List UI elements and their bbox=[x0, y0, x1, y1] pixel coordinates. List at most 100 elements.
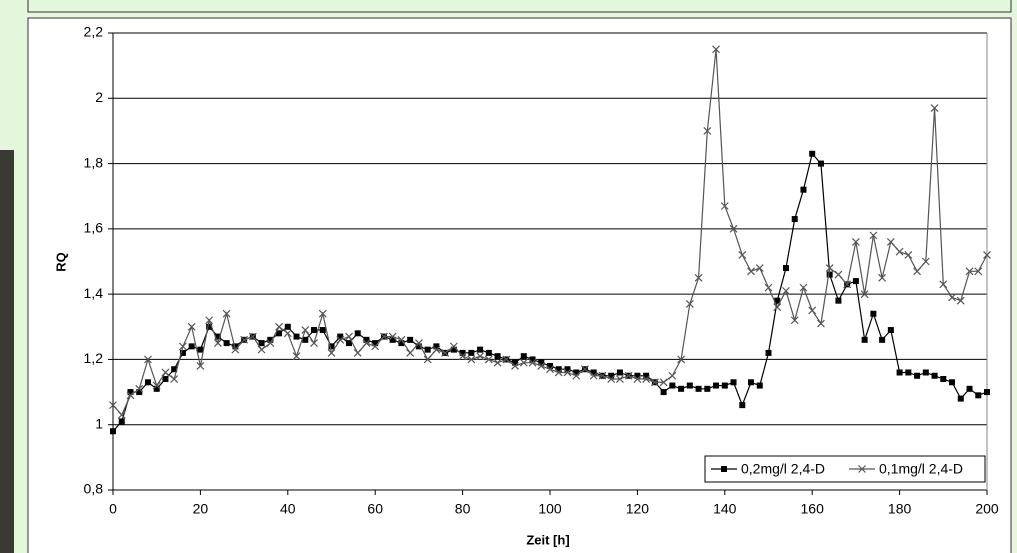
marker bbox=[345, 340, 352, 347]
marker bbox=[747, 267, 755, 276]
marker bbox=[825, 264, 834, 272]
marker bbox=[258, 340, 265, 347]
marker bbox=[555, 366, 562, 373]
x-tick-label: 160 bbox=[801, 501, 825, 517]
marker bbox=[284, 323, 291, 330]
marker bbox=[739, 402, 746, 409]
legend-label: 0,2mg/l 2,4-D bbox=[741, 461, 825, 477]
marker bbox=[564, 366, 571, 373]
marker bbox=[817, 319, 825, 328]
marker bbox=[748, 379, 755, 386]
marker bbox=[729, 224, 738, 233]
marker bbox=[870, 310, 877, 317]
marker bbox=[458, 352, 467, 361]
marker bbox=[643, 372, 650, 379]
marker bbox=[965, 267, 974, 276]
marker bbox=[162, 376, 169, 383]
marker bbox=[608, 372, 615, 379]
marker bbox=[477, 346, 484, 353]
title-frame bbox=[27, 0, 1012, 13]
marker bbox=[914, 372, 921, 379]
legend-label: 0,1mg/l 2,4-D bbox=[879, 461, 963, 477]
marker bbox=[607, 375, 616, 383]
marker bbox=[476, 352, 485, 361]
marker bbox=[275, 322, 283, 331]
marker bbox=[512, 359, 519, 366]
x-tick-label: 0 bbox=[109, 501, 117, 517]
marker bbox=[449, 342, 458, 351]
marker bbox=[764, 283, 773, 292]
marker bbox=[117, 410, 126, 419]
marker bbox=[694, 273, 703, 282]
y-tick-label: 0,8 bbox=[84, 481, 104, 497]
marker bbox=[337, 333, 344, 340]
marker bbox=[511, 362, 519, 370]
marker bbox=[616, 369, 623, 376]
marker bbox=[860, 290, 869, 299]
marker bbox=[790, 316, 799, 325]
marker bbox=[704, 385, 711, 392]
marker bbox=[441, 348, 450, 357]
marker bbox=[896, 369, 903, 376]
marker bbox=[852, 278, 859, 285]
marker bbox=[206, 323, 213, 330]
marker bbox=[809, 150, 816, 157]
marker bbox=[634, 372, 641, 379]
marker bbox=[538, 359, 545, 366]
marker bbox=[895, 247, 904, 256]
y-tick-label: 1,8 bbox=[84, 154, 104, 170]
y-tick-label: 2,2 bbox=[84, 24, 104, 40]
marker bbox=[153, 385, 160, 392]
marker bbox=[136, 389, 143, 396]
marker bbox=[257, 345, 266, 354]
marker bbox=[293, 333, 300, 340]
marker bbox=[659, 378, 668, 387]
marker bbox=[878, 273, 887, 282]
marker bbox=[467, 355, 476, 364]
marker bbox=[188, 343, 195, 350]
x-tick-label: 140 bbox=[713, 501, 737, 517]
marker bbox=[861, 336, 868, 343]
marker bbox=[144, 355, 152, 364]
marker bbox=[353, 348, 362, 357]
y-tick-label: 1,6 bbox=[84, 220, 104, 236]
marker bbox=[546, 365, 554, 374]
marker bbox=[572, 371, 581, 380]
marker bbox=[310, 339, 318, 348]
marker bbox=[135, 384, 144, 393]
marker bbox=[301, 326, 310, 334]
y-tick-label: 1,2 bbox=[84, 350, 104, 366]
marker bbox=[966, 385, 973, 392]
marker bbox=[406, 348, 415, 357]
marker bbox=[494, 353, 501, 360]
marker bbox=[502, 355, 511, 364]
x-tick-label: 20 bbox=[193, 501, 209, 517]
y-axis-label: RQ bbox=[53, 252, 68, 272]
y-tick-label: 1,4 bbox=[84, 285, 104, 301]
marker bbox=[905, 369, 912, 376]
marker bbox=[414, 339, 423, 348]
marker bbox=[931, 372, 938, 379]
marker bbox=[388, 332, 397, 341]
marker bbox=[886, 237, 895, 246]
marker bbox=[267, 336, 274, 343]
marker bbox=[974, 267, 983, 276]
marker bbox=[205, 316, 214, 325]
marker bbox=[642, 375, 651, 383]
marker bbox=[319, 327, 326, 334]
marker bbox=[782, 265, 789, 272]
marker bbox=[222, 309, 231, 318]
marker bbox=[292, 352, 301, 361]
marker bbox=[161, 368, 170, 377]
marker bbox=[424, 346, 431, 353]
marker bbox=[983, 251, 991, 259]
marker bbox=[879, 336, 886, 343]
marker bbox=[415, 343, 422, 350]
marker bbox=[187, 322, 196, 331]
x-tick-label: 100 bbox=[538, 501, 562, 517]
marker bbox=[214, 333, 221, 340]
marker bbox=[196, 362, 205, 370]
marker bbox=[589, 371, 598, 380]
